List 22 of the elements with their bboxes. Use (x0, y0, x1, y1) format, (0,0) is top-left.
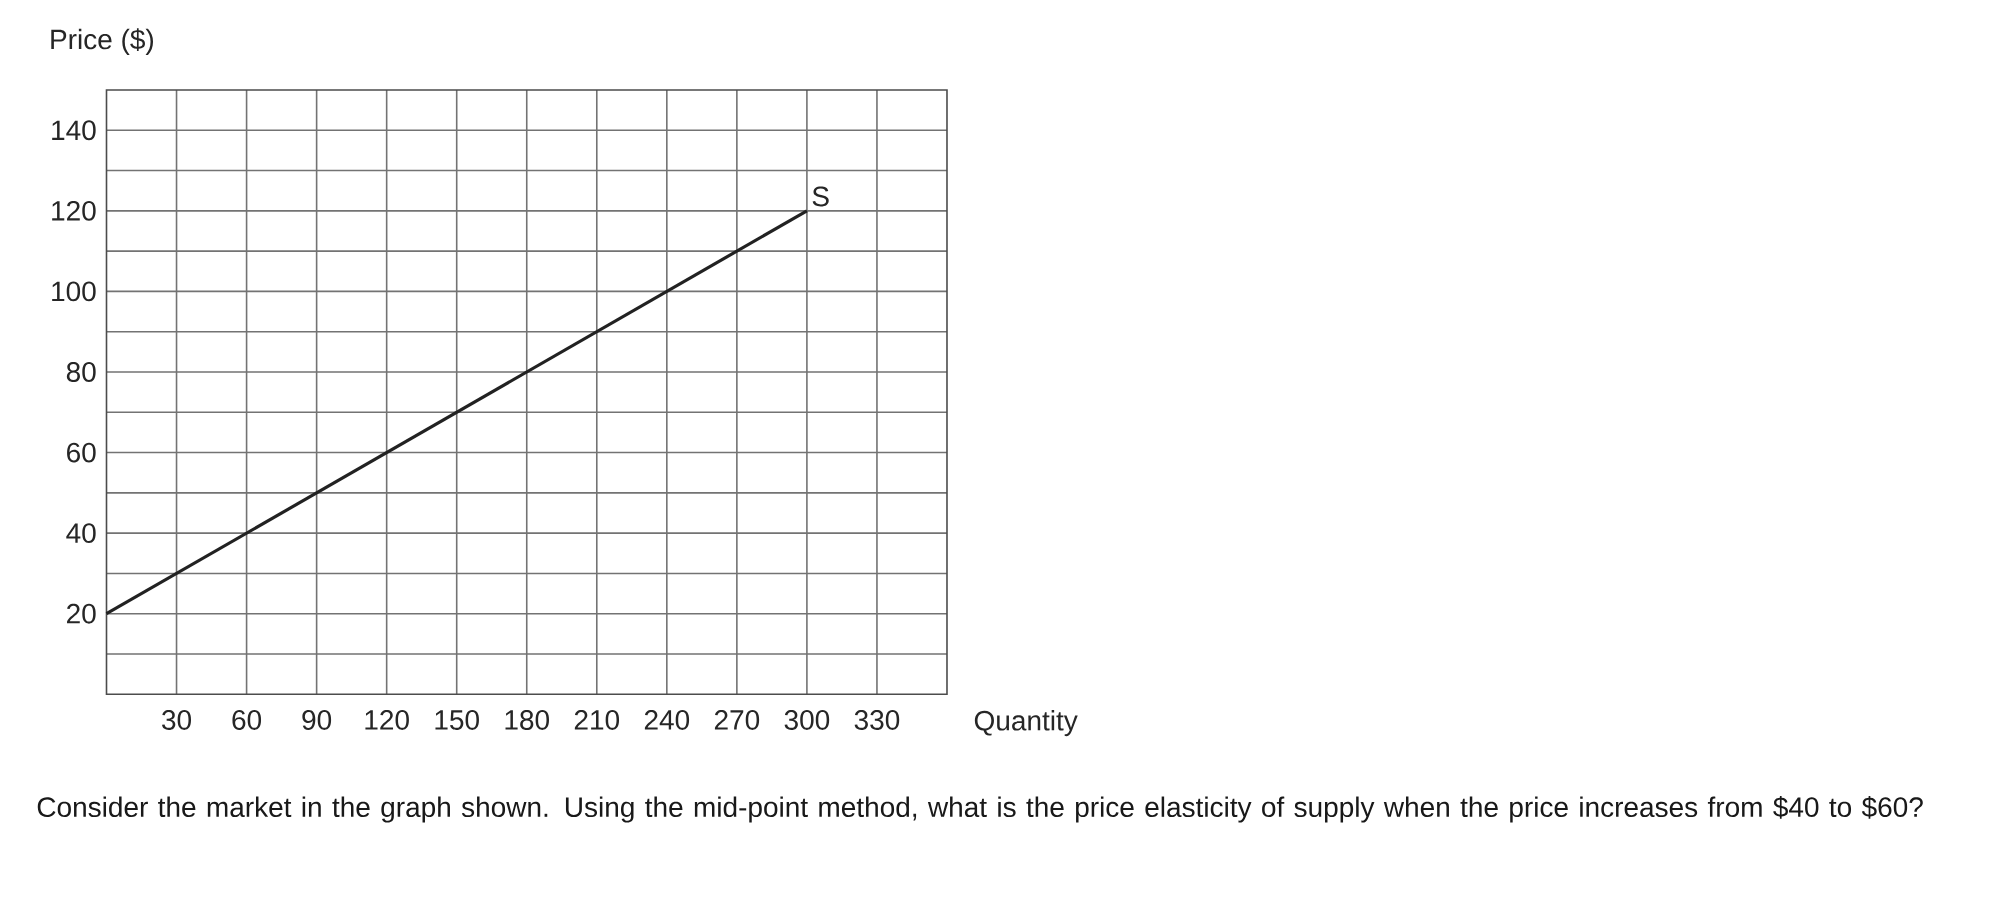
x-tick-label: 30 (162, 710, 192, 730)
y-tick-label: 140 (52, 120, 96, 141)
x-tick-label: 120 (365, 710, 409, 730)
y-axis-title: Price ($) (51, 28, 154, 55)
y-tick-label: 120 (52, 200, 96, 221)
x-tick-label: 150 (435, 710, 479, 730)
text: Consider the market in the graph shown. Using the mid-point method, what is the price elasticity of supply when the price increases from $40 to $60? (37, 796, 1923, 823)
x-tick-label: 270 (714, 710, 760, 730)
x-axis-title: Quantity (974, 710, 1078, 737)
x-tick-label: 90 (302, 710, 332, 730)
y-tick-label: 20 (67, 603, 96, 624)
x-tick-label: 60 (232, 710, 262, 730)
y-tick-label: 80 (66, 362, 96, 382)
x-tick-label: 210 (574, 710, 620, 730)
y-tick-label: 40 (66, 523, 96, 544)
annotation: S (812, 186, 829, 207)
x-tick-label: 240 (644, 710, 690, 730)
x-tick-label: 330 (854, 710, 900, 730)
y-tick-label: 100 (52, 281, 96, 302)
x-tick-label: 180 (505, 710, 549, 730)
y-tick-label: 60 (67, 442, 96, 463)
x-tick-label: 300 (784, 710, 830, 730)
